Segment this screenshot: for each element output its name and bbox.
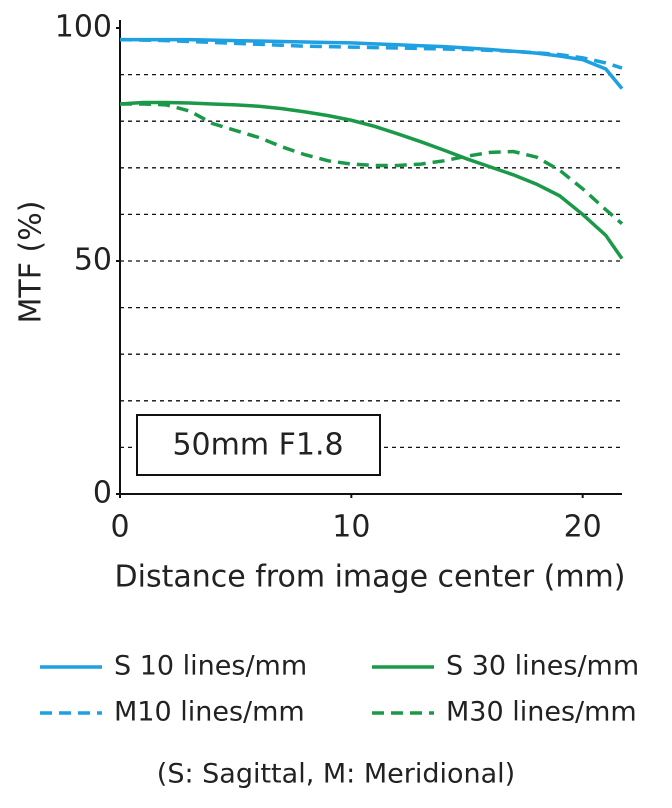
x-axis-label: Distance from image center (mm): [115, 560, 626, 595]
x-tick-label: 10: [332, 510, 370, 545]
series-line: [119, 100, 624, 260]
series-line: [120, 102, 624, 226]
annotation-box: [136, 414, 381, 476]
y-tick-label: 50: [74, 243, 112, 278]
footnote: (S: Sagittal, M: Meridional): [157, 759, 515, 790]
y-tick-label: 100: [55, 10, 112, 45]
legend-label: M30 lines/mm: [446, 697, 637, 728]
y-tick-label: 0: [93, 476, 112, 511]
series-line: [119, 37, 623, 70]
annotation: 50mm F1.8: [172, 428, 343, 463]
y-axis-label: MTF (%): [14, 201, 49, 324]
legend-label: S 30 lines/mm: [446, 651, 639, 682]
x-tick-label: 0: [110, 510, 129, 545]
x-tick-label: 20: [564, 510, 602, 545]
legend-label: S 10 lines/mm: [114, 651, 307, 682]
legend-label: M10 lines/mm: [114, 697, 305, 728]
